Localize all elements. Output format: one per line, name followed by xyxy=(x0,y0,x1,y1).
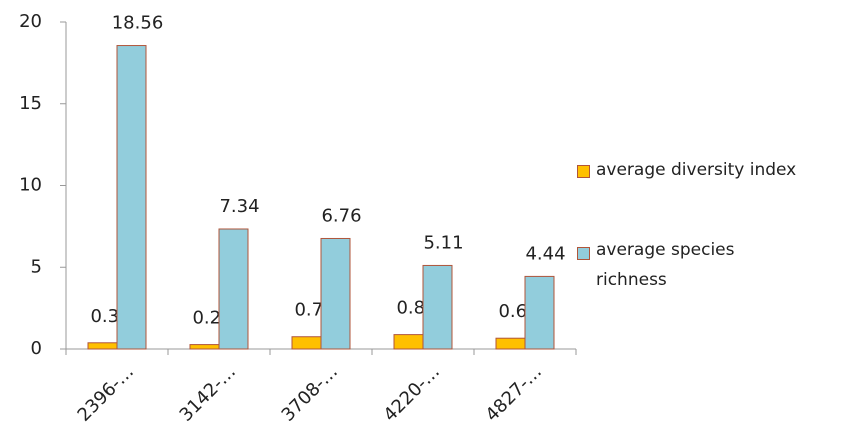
y-tick-label: 10 xyxy=(19,175,42,196)
y-tick-label: 15 xyxy=(19,93,42,114)
bar xyxy=(422,264,453,350)
x-tick-label: 3142-… xyxy=(176,361,241,426)
bar xyxy=(393,334,424,350)
bar xyxy=(524,275,555,350)
bar xyxy=(495,337,526,350)
bar xyxy=(291,336,322,350)
bar xyxy=(218,228,249,350)
x-tick-label: 4220-… xyxy=(380,361,445,426)
legend-swatch xyxy=(577,165,590,178)
x-tick-label: 4827-… xyxy=(482,361,547,426)
legend-item: average species richness xyxy=(577,240,777,295)
x-tick-label: 2396-… xyxy=(74,361,139,426)
x-tick-label: 3708-… xyxy=(278,361,343,426)
legend-item: average diversity index xyxy=(577,160,847,180)
data-label: 18.56 xyxy=(112,13,164,34)
data-label: 7.34 xyxy=(219,196,259,217)
data-label: 4.44 xyxy=(525,243,565,264)
data-label: 6.76 xyxy=(321,205,361,226)
legend-label: average species richness xyxy=(596,240,735,290)
legend-label: average diversity index xyxy=(596,160,797,180)
bar xyxy=(320,237,351,350)
y-tick-label: 0 xyxy=(31,338,42,359)
y-tick-label: 20 xyxy=(19,11,42,32)
data-label: 5.11 xyxy=(423,232,463,253)
bar xyxy=(116,45,147,350)
legend-swatch xyxy=(577,247,590,260)
bar xyxy=(87,342,118,350)
bar xyxy=(189,344,220,350)
y-tick-label: 5 xyxy=(31,256,42,277)
